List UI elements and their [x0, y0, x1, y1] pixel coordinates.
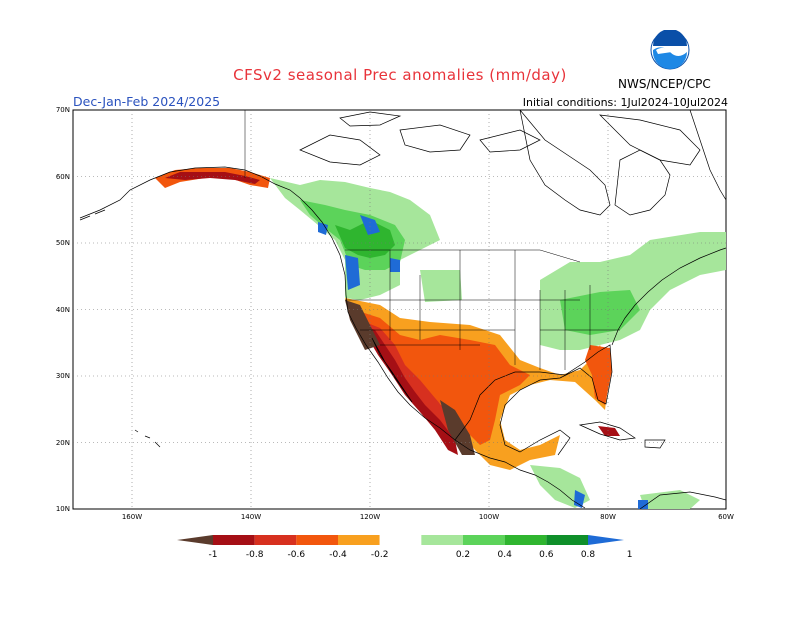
lat-label: 50N [56, 239, 70, 247]
wet-pnw-peak [345, 255, 360, 290]
colorbar-label: 0.2 [456, 550, 470, 560]
colorbar-label: 0.8 [581, 550, 596, 560]
colorbar-label: -0.6 [288, 550, 306, 560]
lat-label: 30N [56, 372, 70, 380]
dry-alaska-strong [165, 172, 260, 184]
colorbar-label: 0.4 [498, 550, 513, 560]
colorbar-swatch [463, 535, 505, 545]
agency-label: NWS/NCEP/CPC [618, 77, 711, 91]
lon-label: 60W [718, 513, 734, 521]
season-label: Dec-Jan-Feb 2024/2025 [73, 94, 221, 109]
lat-label: 60N [56, 173, 70, 181]
colorbar-extend-high [588, 535, 624, 545]
dry-caribbean [598, 426, 620, 436]
dry-southwest-extreme [345, 300, 380, 350]
lon-label: 160W [122, 513, 142, 521]
colorbar-swatch [546, 535, 588, 545]
wet-ca-peak [574, 490, 585, 508]
colorbar-label: -0.8 [246, 550, 264, 560]
wet-pnw-peak4 [390, 258, 400, 272]
lat-label: 10N [56, 505, 70, 513]
lat-label: 70N [56, 106, 70, 114]
colorbar-label: -0.2 [371, 550, 389, 560]
colorbar-swatch [213, 535, 255, 545]
colorbar-swatch [504, 535, 547, 545]
chart-title: CFSv2 seasonal Prec anomalies (mm/day) [233, 66, 567, 84]
initial-conditions: Initial conditions: 1Jul2024-10Jul2024 [522, 96, 728, 109]
wet-northeast-mid [560, 290, 640, 335]
wet-pnw-peak3 [318, 222, 328, 235]
dry-southwest-severe [362, 325, 458, 455]
lon-label: 140W [241, 513, 261, 521]
lat-label: 40N [56, 306, 70, 314]
coastlines [79, 109, 727, 510]
colorbar-swatch [296, 535, 338, 545]
wet-central-america-2 [640, 490, 700, 509]
anomaly-fields [155, 168, 726, 509]
grid-lines [73, 110, 726, 509]
dry-florida [585, 345, 612, 405]
colorbar: -1 -0.8 -0.6 -0.4 -0.2 0.2 0.4 0.6 0.8 1 [177, 535, 633, 560]
lon-label: 80W [600, 513, 616, 521]
dry-baja-extreme [440, 400, 475, 455]
wet-pnw-strong [335, 220, 395, 258]
colorbar-label: -1 [209, 550, 218, 560]
colorbar-label: 0.6 [539, 550, 554, 560]
wet-plains [420, 270, 462, 302]
noaa-logo [650, 30, 690, 70]
lon-label: 100W [479, 513, 499, 521]
colorbar-label: 1 [627, 550, 633, 560]
colorbar-label: -0.4 [329, 550, 347, 560]
colorbar-swatch [254, 535, 297, 545]
lat-label: 20N [56, 439, 70, 447]
wet-sa-peak [638, 500, 648, 509]
colorbar-swatch [379, 535, 422, 545]
colorbar-swatch [421, 535, 463, 545]
lon-label: 120W [360, 513, 380, 521]
colorbar-swatch [338, 535, 380, 545]
lon-labels: 160W 140W 120W 100W 80W 60W [122, 513, 734, 521]
wet-pnw-peak2 [360, 215, 380, 235]
dry-southwest-mid [355, 310, 530, 445]
colorbar-extend-low [177, 535, 213, 545]
lat-labels: 70N 60N 50N 40N 30N 20N 10N [56, 106, 70, 513]
